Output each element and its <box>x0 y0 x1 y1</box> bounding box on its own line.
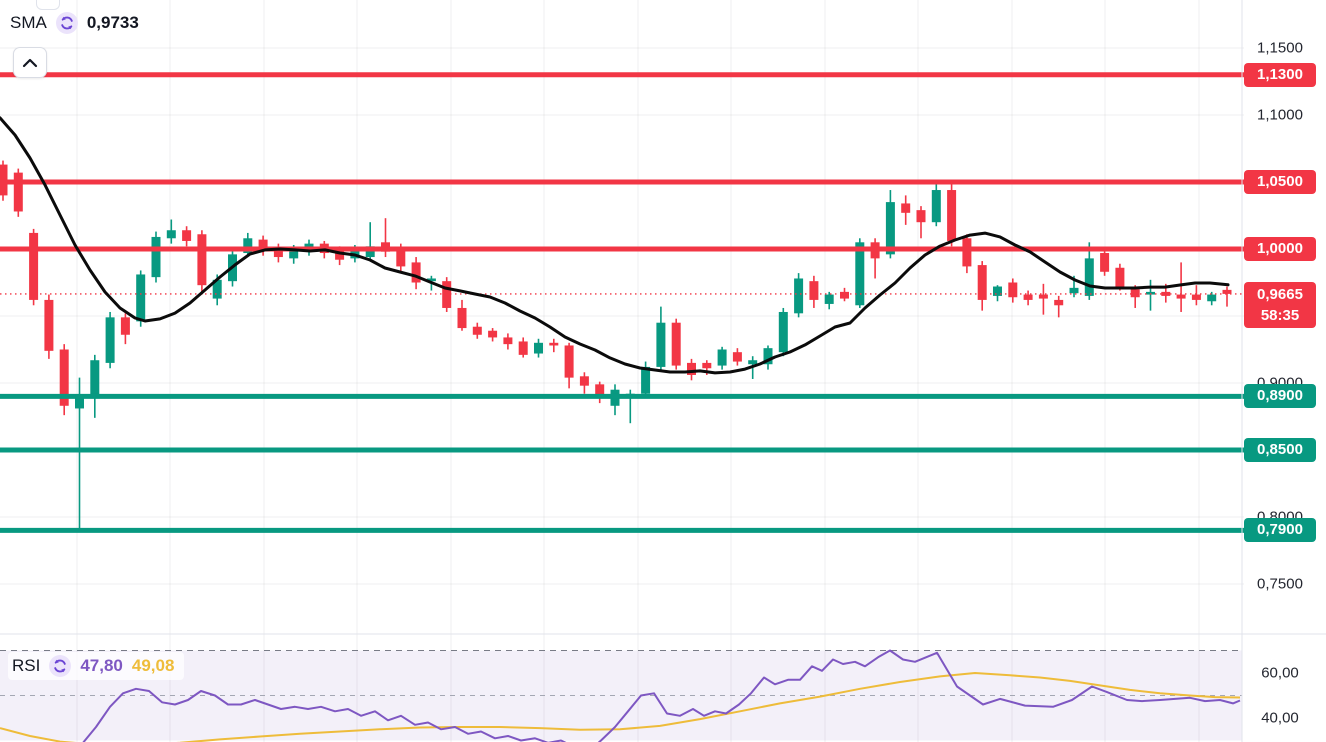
candle-body <box>702 362 712 369</box>
refresh-icon[interactable] <box>55 12 78 34</box>
candle-body <box>335 250 345 260</box>
rsi-line[interactable] <box>82 649 1241 742</box>
price-axis-tick: 1,1500 <box>1257 39 1303 57</box>
candle-body <box>824 294 834 304</box>
rsi-value: 47,80 <box>80 656 123 675</box>
candle-body <box>59 349 69 406</box>
candle-body <box>396 249 406 267</box>
candle-body <box>564 345 574 378</box>
sma-value: 0,9733 <box>86 13 139 32</box>
candle-body <box>962 238 972 267</box>
candle-body <box>44 299 54 351</box>
candle-body <box>166 230 176 239</box>
candle-body <box>840 291 849 299</box>
candle-body <box>411 262 421 283</box>
candle-body <box>182 230 192 241</box>
candle-body <box>289 249 299 259</box>
level-badge: 1,0000 <box>1244 237 1316 261</box>
candle-body <box>488 330 498 338</box>
level-badge: 1,1300 <box>1244 62 1316 87</box>
candle-body <box>365 246 375 258</box>
bar-countdown: 58:35 <box>1260 306 1300 324</box>
candle-body <box>1176 294 1186 299</box>
rsi-axis-tick: 60,00 <box>1261 664 1299 682</box>
candle-body <box>549 342 559 346</box>
candle-body <box>717 349 727 366</box>
candle-body <box>75 396 84 409</box>
candle-body <box>1054 299 1064 306</box>
candle-body <box>1207 294 1217 302</box>
candle-body <box>503 337 513 345</box>
candle-body <box>671 322 681 366</box>
candle-body <box>534 342 543 354</box>
candle-body <box>197 234 207 286</box>
candle-body <box>136 274 146 322</box>
candle-body <box>1038 294 1048 299</box>
candle-body <box>243 238 253 254</box>
candle-body <box>977 265 987 300</box>
candle-body <box>641 366 651 394</box>
sma-line[interactable] <box>0 116 1230 375</box>
candle-body <box>855 242 865 306</box>
candle-body <box>778 311 788 353</box>
candle-body <box>794 278 804 314</box>
rsi-axis-tick: 40,00 <box>1261 709 1299 727</box>
candle-body <box>809 281 819 300</box>
level-badge: 1,0500 <box>1244 170 1316 194</box>
candle-body <box>656 322 666 367</box>
price-axis-tick: 1,1000 <box>1257 106 1303 124</box>
candle-body <box>151 236 161 278</box>
candle-body <box>1115 267 1125 287</box>
candle-body <box>212 279 222 299</box>
candle-body <box>1008 282 1018 298</box>
candle-body <box>732 352 742 362</box>
candle-body <box>748 360 758 365</box>
candle-body <box>1023 294 1033 300</box>
collapse-legend-button[interactable] <box>13 47 47 78</box>
candle-body <box>687 362 696 375</box>
rsi-ma-value: 49,08 <box>131 656 175 675</box>
level-badge: 0,8500 <box>1244 438 1316 462</box>
candle-body <box>273 247 283 258</box>
level-badge: 0,7900 <box>1244 518 1316 543</box>
sma-legend-title: SMA <box>10 13 47 32</box>
candle-body <box>579 376 589 386</box>
price-axis-tick: 0,7500 <box>1257 575 1303 593</box>
candle-body <box>105 317 115 363</box>
refresh-icon[interactable] <box>49 655 72 677</box>
current-price-badge: 0,9665 58:35 <box>1244 281 1316 328</box>
current-price-value: 0,9665 <box>1257 285 1303 303</box>
candle-body <box>13 172 23 212</box>
candle-body <box>763 348 773 365</box>
candle-body <box>1100 253 1110 272</box>
candle-body <box>120 317 130 335</box>
candle-body <box>885 202 895 255</box>
candle-body <box>426 278 436 282</box>
candle-body <box>947 190 957 241</box>
candle-body <box>518 341 528 355</box>
level-badge: 0,8900 <box>1244 384 1316 409</box>
candle-body <box>901 203 911 213</box>
candle-body <box>258 239 268 251</box>
candle-body <box>90 360 100 398</box>
candle-body <box>1191 294 1201 300</box>
candle-body <box>442 281 452 308</box>
candle-body <box>916 210 926 223</box>
rsi-ma-line[interactable] <box>0 672 1241 742</box>
candle-body <box>472 326 482 335</box>
legend-collapsed-tab[interactable] <box>36 0 60 10</box>
rsi-legend-title: RSI <box>12 656 41 675</box>
rsi-legend: RSI 47,80 49,08 <box>8 652 185 680</box>
candle-body <box>993 286 1002 296</box>
candle-body <box>931 190 941 223</box>
candle-body <box>1084 258 1094 296</box>
candle-body <box>1222 289 1232 294</box>
candle-body <box>595 384 605 398</box>
candle-body <box>1069 287 1079 294</box>
candle-body <box>29 232 39 300</box>
chevron-up-icon <box>22 58 38 67</box>
candle-body <box>457 307 467 329</box>
sma-legend: SMA 0,9733 <box>10 12 139 34</box>
